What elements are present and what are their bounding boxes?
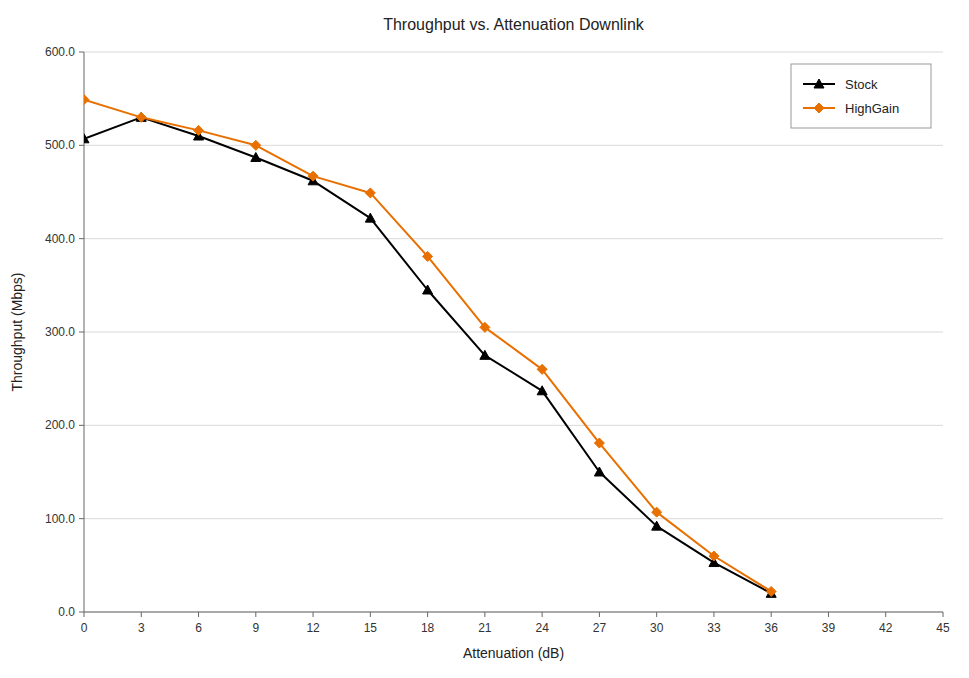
series-marker [251, 152, 261, 161]
x-tick-label: 18 [421, 621, 435, 635]
x-tick [771, 612, 772, 617]
y-tick-label: 300.0 [45, 325, 75, 339]
x-tick-label: 0 [81, 621, 88, 635]
series-marker [709, 551, 719, 561]
x-tick-label: 6 [195, 621, 202, 635]
series-marker [480, 322, 490, 332]
x-tick [885, 612, 886, 617]
x-tick-label: 3 [138, 621, 145, 635]
legend-frame [791, 64, 931, 128]
series-marker [423, 251, 433, 261]
y-tick [79, 238, 84, 239]
x-tick-label: 12 [306, 621, 320, 635]
x-tick-label: 27 [593, 621, 607, 635]
x-tick-label: 15 [364, 621, 378, 635]
x-tick-label: 45 [936, 621, 950, 635]
x-axis-label: Attenuation (dB) [463, 645, 564, 661]
x-tick [198, 612, 199, 617]
x-tick [84, 612, 85, 617]
chart-svg: 03691215182124273033363942450.0100.0200.… [0, 0, 969, 678]
chart-title: Throughput vs. Attenuation Downlink [383, 16, 645, 33]
y-tick [79, 332, 84, 333]
x-tick [313, 612, 314, 617]
series-marker [84, 95, 89, 105]
grid-line-y [84, 145, 943, 146]
y-axis-label: Throughput (Mbps) [9, 272, 25, 391]
series-marker [594, 438, 604, 448]
x-tick [656, 612, 657, 617]
y-tick-label: 500.0 [45, 138, 75, 152]
y-tick [79, 612, 84, 613]
x-tick-label: 33 [707, 621, 721, 635]
grid-line-y [84, 52, 943, 53]
plot-data [84, 95, 776, 598]
series-marker [365, 188, 375, 198]
axes: 03691215182124273033363942450.0100.0200.… [45, 45, 950, 635]
y-tick-label: 200.0 [45, 418, 75, 432]
series-marker [537, 386, 547, 395]
y-tick-label: 0.0 [58, 605, 75, 619]
x-tick-label: 21 [478, 621, 492, 635]
x-tick-label: 39 [822, 621, 836, 635]
x-tick [370, 612, 371, 617]
x-tick-label: 30 [650, 621, 664, 635]
y-tick-label: 100.0 [45, 512, 75, 526]
legend-label: HighGain [845, 101, 899, 116]
series-marker [136, 112, 146, 121]
x-tick [943, 612, 944, 617]
x-tick [141, 612, 142, 617]
series-marker [480, 350, 490, 359]
grid-line-y [84, 238, 943, 239]
series-marker [308, 171, 318, 181]
series-marker [365, 213, 375, 222]
x-tick [599, 612, 600, 617]
x-axis-line [84, 612, 943, 613]
x-tick [713, 612, 714, 617]
legend-label: Stock [845, 77, 878, 92]
y-tick [79, 52, 84, 53]
x-tick-label: 42 [879, 621, 893, 635]
series-marker [251, 140, 261, 150]
chart-container: 03691215182124273033363942450.0100.0200.… [0, 0, 969, 678]
y-tick-label: 600.0 [45, 45, 75, 59]
grid-line-y [84, 612, 943, 613]
y-tick-label: 400.0 [45, 232, 75, 246]
x-tick [484, 612, 485, 617]
y-tick [79, 425, 84, 426]
series-line [84, 100, 771, 592]
grid-line-y [84, 332, 943, 333]
series-marker [84, 134, 89, 143]
legend: Stock HighGain [791, 64, 931, 128]
grid [84, 52, 943, 612]
x-tick-label: 24 [535, 621, 549, 635]
series-marker [652, 521, 662, 530]
series-marker [537, 364, 547, 374]
series-marker [594, 467, 604, 476]
grid-line-y [84, 425, 943, 426]
y-tick [79, 518, 84, 519]
x-tick [427, 612, 428, 617]
x-tick [255, 612, 256, 617]
legend-swatch-marker [814, 103, 824, 113]
x-tick-label: 36 [765, 621, 779, 635]
y-tick [79, 145, 84, 146]
series-marker [423, 285, 433, 294]
x-tick [828, 612, 829, 617]
legend-swatch-marker [814, 79, 824, 88]
series-marker [194, 125, 204, 135]
x-tick-label: 9 [252, 621, 259, 635]
series-marker [652, 507, 662, 517]
series-marker [766, 586, 776, 596]
x-tick [542, 612, 543, 617]
series-marker [136, 112, 146, 122]
grid-line-y [84, 518, 943, 519]
